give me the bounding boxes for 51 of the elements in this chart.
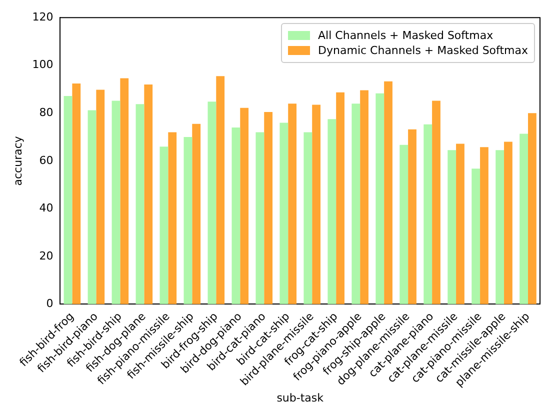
- y-tick-label: 120: [32, 10, 54, 24]
- bar: [528, 113, 536, 304]
- bar: [480, 147, 488, 304]
- bar: [72, 84, 81, 304]
- bar: [400, 144, 408, 304]
- y-tick-label: 100: [32, 58, 54, 72]
- bar: [192, 124, 201, 304]
- bar: [232, 127, 240, 304]
- bar: [456, 144, 464, 304]
- bar: [64, 96, 72, 304]
- bar: [144, 84, 153, 304]
- bar: [448, 150, 456, 304]
- x-axis-title: sub-task: [276, 391, 324, 404]
- bar: [184, 137, 192, 304]
- bar: [96, 90, 105, 304]
- bar: [472, 168, 480, 304]
- bar: [136, 104, 144, 304]
- bar: [120, 78, 129, 304]
- bar: [208, 102, 216, 304]
- bar: [432, 100, 440, 304]
- bar: [408, 129, 416, 304]
- bar: [504, 142, 512, 304]
- y-tick-label: 20: [39, 249, 54, 262]
- bar: [288, 104, 296, 304]
- bar: [328, 119, 336, 304]
- bar: [160, 146, 168, 304]
- bar: [256, 132, 264, 304]
- bar: [336, 92, 344, 304]
- bar: [216, 76, 225, 304]
- y-tick-label: 40: [39, 202, 54, 215]
- legend-label: All Channels + Masked Softmax: [318, 28, 494, 42]
- bar: [304, 132, 312, 304]
- bar: [240, 108, 249, 304]
- bar: [360, 90, 368, 304]
- bar: [264, 112, 273, 304]
- y-tick-label: 60: [39, 154, 54, 167]
- bar: [112, 100, 120, 304]
- bar: [424, 124, 432, 304]
- bar: [88, 110, 96, 304]
- bar: [312, 104, 320, 304]
- bar: [280, 122, 288, 304]
- bar: [352, 104, 360, 304]
- bar: [520, 134, 528, 304]
- bar: [168, 132, 177, 304]
- bar: [376, 93, 384, 304]
- y-axis-title: accuracy: [11, 136, 24, 186]
- y-tick-label: 0: [46, 297, 54, 310]
- y-tick-label: 80: [39, 106, 54, 120]
- legend-label: Dynamic Channels + Masked Softmax: [318, 44, 528, 57]
- bar: [496, 150, 504, 304]
- bar: [384, 81, 392, 304]
